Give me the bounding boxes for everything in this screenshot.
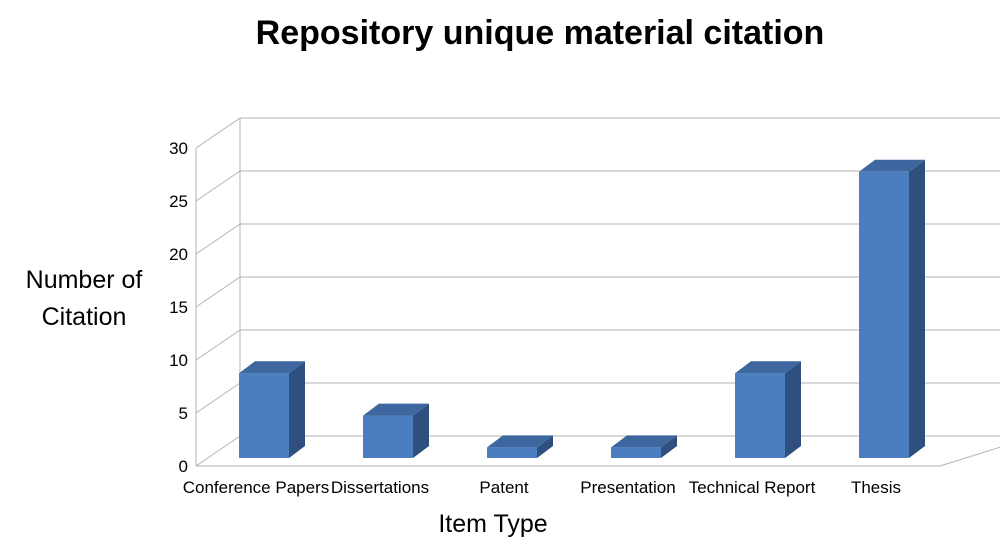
- bar-top: [859, 159, 925, 172]
- bar: [487, 435, 553, 458]
- y-axis-label-line: Number of: [25, 266, 143, 294]
- bar-top: [239, 361, 305, 374]
- bar: [363, 403, 429, 458]
- y-tick-label: 10: [169, 351, 188, 370]
- x-axis-ticks: Conference Papers Dissertations Patent Pres…: [183, 478, 901, 497]
- bar-side: [785, 361, 801, 458]
- y-tick-label: 5: [179, 404, 188, 423]
- x-tick-label: Dissertations: [331, 478, 429, 497]
- gridline-side: [195, 117, 241, 149]
- bar: [859, 159, 925, 459]
- bar: [239, 361, 305, 458]
- bar-front: [735, 373, 785, 458]
- y-tick-label: 25: [169, 192, 188, 211]
- bar: [735, 361, 801, 458]
- bar-top: [611, 435, 677, 448]
- x-tick-label: Patent: [479, 478, 528, 497]
- bar-front: [487, 447, 537, 458]
- gridline-side: [195, 435, 241, 467]
- bar-front: [239, 373, 289, 458]
- gridline-side: [195, 276, 241, 308]
- x-tick-label: Presentation: [580, 478, 675, 497]
- bar-front: [611, 447, 661, 458]
- bar-top: [487, 435, 553, 448]
- bar-side: [661, 435, 677, 458]
- bar-side: [413, 403, 429, 458]
- bar-front: [859, 171, 909, 459]
- x-tick-label: Conference Papers: [183, 478, 329, 497]
- bar-top: [735, 361, 801, 374]
- y-axis-label-line: Citation: [41, 303, 127, 331]
- gridline-side: [195, 329, 241, 361]
- bar-side: [289, 361, 305, 458]
- y-axis-ticks: 0 5 10 15 20 25 30: [169, 139, 188, 476]
- x-axis-label: Item Type: [438, 510, 548, 538]
- y-tick-label: 15: [169, 298, 188, 317]
- y-tick-label: 20: [169, 245, 188, 264]
- bar-side: [537, 435, 553, 458]
- y-tick-label: 0: [179, 457, 188, 476]
- bar-side: [909, 159, 925, 459]
- floor-edge-line: [939, 446, 1000, 467]
- chart-bars: [239, 159, 925, 459]
- y-tick-label: 30: [169, 139, 188, 158]
- y-axis-label: Number of Citation: [6, 262, 162, 336]
- bar: [611, 435, 677, 458]
- x-tick-label: Technical Report: [689, 478, 816, 497]
- chart-title: Repository unique material citation: [255, 14, 825, 52]
- bar-top: [363, 403, 429, 416]
- x-tick-label: Thesis: [851, 478, 901, 497]
- gridline-side: [195, 223, 241, 255]
- gridline-side: [195, 382, 241, 414]
- bar-front: [363, 415, 413, 458]
- gridline-side: [195, 170, 241, 202]
